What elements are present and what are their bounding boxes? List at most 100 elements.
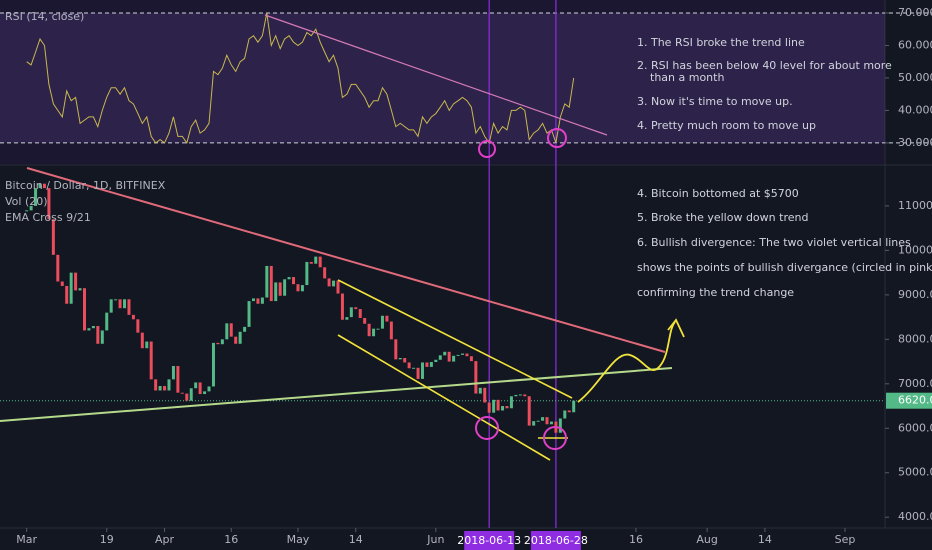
candle: [234, 336, 238, 344]
candle: [176, 366, 180, 393]
candle: [82, 288, 86, 331]
candle: [567, 410, 571, 413]
candle: [123, 299, 127, 309]
note: 1. The RSI broke the trend line: [637, 36, 805, 49]
indicator-label: EMA Cross 9/21: [5, 211, 91, 224]
candle: [394, 339, 398, 360]
candle: [434, 359, 438, 363]
candle: [51, 219, 55, 255]
note: confirming the trend change: [637, 286, 794, 299]
candle: [438, 355, 442, 360]
candle: [309, 261, 313, 264]
y-tick-label: 70.0000: [898, 6, 932, 19]
candle: [447, 351, 451, 362]
candle: [501, 406, 505, 411]
candle: [514, 394, 518, 397]
candle: [532, 421, 536, 426]
projection-arrow: [577, 321, 676, 403]
candle: [416, 367, 420, 379]
y-tick-label: 8000.0: [898, 332, 932, 345]
candle: [131, 314, 135, 320]
candle: [109, 299, 113, 313]
candle: [349, 307, 353, 318]
candle: [474, 361, 478, 394]
y-tick-label: 7000.0: [898, 377, 932, 390]
candle: [25, 210, 29, 212]
x-tick-label: Mar: [16, 533, 37, 546]
candle: [358, 309, 362, 318]
candle: [461, 353, 465, 355]
candle: [198, 382, 202, 395]
candle: [274, 282, 278, 302]
note: 6. Bullish divergence: The two violet ve…: [637, 236, 911, 249]
candle: [287, 277, 291, 280]
candle: [469, 356, 473, 362]
marker-label: 2018-06-13: [457, 534, 521, 547]
candle: [189, 388, 193, 401]
candle: [505, 406, 509, 409]
candle: [549, 421, 553, 425]
candle: [243, 326, 247, 332]
candle: [118, 299, 122, 309]
candle: [203, 391, 207, 395]
candle: [332, 280, 336, 287]
x-tick-label: Jun: [426, 533, 444, 546]
note: 4. Bitcoin bottomed at $5700: [637, 187, 799, 200]
candle: [38, 183, 42, 189]
candle: [336, 280, 340, 294]
candle: [96, 325, 100, 344]
note: 3. Now it's time to move up.: [637, 95, 793, 108]
candle: [509, 396, 513, 409]
x-tick-label: 16: [224, 533, 238, 546]
candle: [340, 293, 344, 320]
candle: [91, 325, 95, 329]
candle: [372, 328, 376, 337]
x-tick-label: May: [287, 533, 310, 546]
channel-line: [337, 279, 573, 399]
candle: [323, 267, 327, 279]
candle: [300, 285, 304, 292]
candle: [443, 351, 447, 356]
candle: [149, 341, 153, 380]
candle: [194, 382, 198, 389]
rsi-circle: [547, 128, 567, 148]
candle: [216, 342, 220, 345]
candle: [376, 328, 380, 330]
candle: [238, 331, 242, 344]
candle: [483, 387, 487, 403]
rsi-trend-line: [264, 14, 608, 136]
candle: [140, 332, 144, 349]
y-tick-label: 30.0000: [898, 136, 932, 149]
rsi-circle: [478, 140, 496, 158]
y-tick-label: 40.0000: [898, 103, 932, 116]
candle: [523, 394, 527, 397]
last-price-label: 6620.0: [898, 394, 932, 407]
candle: [29, 205, 33, 211]
candle: [256, 298, 260, 304]
candle: [314, 256, 318, 264]
candle: [518, 394, 522, 396]
rsi-pane: [0, 0, 885, 164]
candle: [318, 256, 322, 268]
candle: [563, 410, 567, 419]
candle: [496, 399, 500, 411]
arrow-head: [667, 318, 685, 338]
candle: [278, 282, 282, 296]
candle: [292, 277, 296, 285]
marker-label-box: [464, 531, 515, 550]
x-tick-label: 16: [629, 533, 643, 546]
candle: [100, 330, 104, 344]
candle: [327, 278, 331, 287]
note: than a month: [650, 71, 724, 84]
candle: [78, 288, 82, 291]
candle: [87, 328, 91, 331]
candle: [572, 400, 576, 413]
candle: [180, 392, 184, 394]
candle: [403, 358, 407, 363]
candle: [389, 321, 393, 340]
candle: [456, 354, 460, 356]
price-trend-line: [26, 167, 666, 353]
marker-label-box: [530, 531, 581, 550]
candle: [136, 319, 140, 333]
